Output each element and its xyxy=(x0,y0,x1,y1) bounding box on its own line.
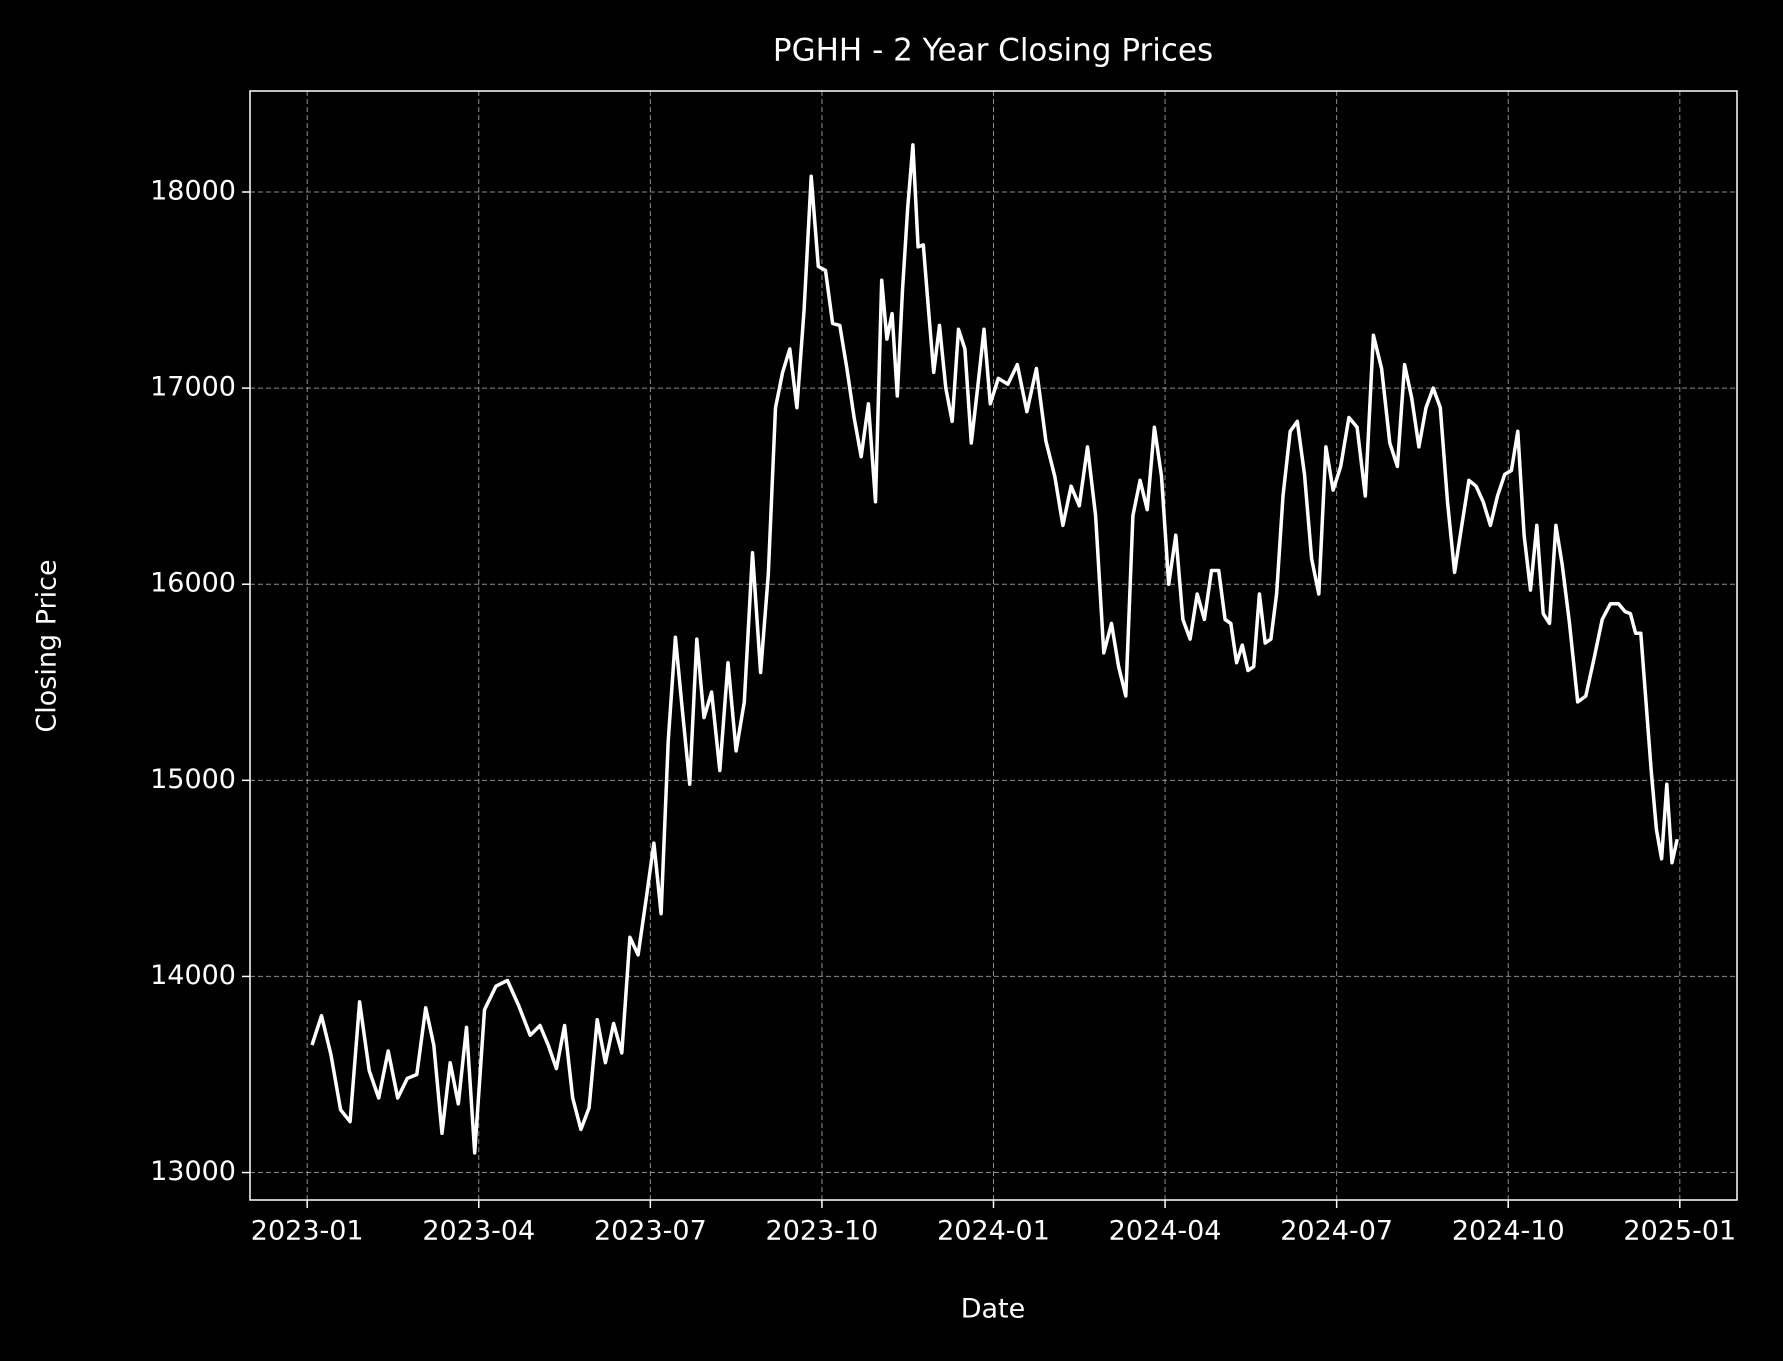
x-tick-label: 2023-01 xyxy=(251,1216,364,1247)
y-axis-label: Closing Price xyxy=(32,559,63,732)
x-tick-label: 2023-07 xyxy=(594,1216,707,1247)
y-tick-label: 15000 xyxy=(150,764,236,795)
y-tick-label: 13000 xyxy=(150,1156,236,1187)
x-tick-label: 2023-10 xyxy=(766,1216,879,1247)
x-tick-label: 2024-04 xyxy=(1109,1216,1222,1247)
x-tick-label: 2024-10 xyxy=(1452,1216,1565,1247)
x-tick-label: 2024-01 xyxy=(937,1216,1050,1247)
x-tick-label: 2023-04 xyxy=(422,1216,535,1247)
x-tick-label: 2024-07 xyxy=(1280,1216,1393,1247)
y-tick-label: 16000 xyxy=(150,568,236,599)
y-tick-label: 14000 xyxy=(150,960,236,991)
axes-frame xyxy=(249,90,1738,1201)
x-axis-label: Date xyxy=(961,1294,1026,1325)
chart-title: PGHH - 2 Year Closing Prices xyxy=(773,33,1213,69)
price-line xyxy=(310,143,1679,1155)
y-tick-label: 17000 xyxy=(150,372,236,403)
y-tick-label: 18000 xyxy=(150,175,236,206)
x-tick-label: 2025-01 xyxy=(1623,1216,1736,1247)
